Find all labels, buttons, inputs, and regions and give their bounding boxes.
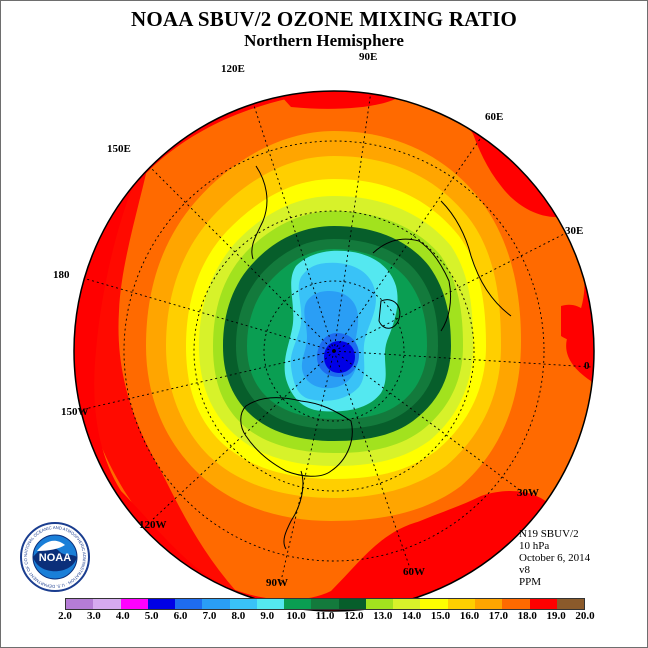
color-swatch-17 xyxy=(529,599,557,609)
version-label: v8 xyxy=(519,564,530,576)
color-swatch-5 xyxy=(202,599,230,609)
color-swatch-16 xyxy=(502,599,530,609)
color-scale-bar xyxy=(65,598,585,610)
instrument-label: N19 SBUV/2 xyxy=(519,528,579,540)
color-swatch-11 xyxy=(365,599,394,609)
lon-label-60w: 60W xyxy=(403,566,425,578)
color-scale-tick: 15.0 xyxy=(430,610,451,622)
logo-text: NOAA xyxy=(39,552,71,564)
color-scale-tick: 7.0 xyxy=(202,610,217,622)
color-swatch-0 xyxy=(66,599,94,609)
color-scale-tick: 16.0 xyxy=(459,610,480,622)
color-scale-tick: 10.0 xyxy=(286,610,306,622)
color-scale-tick: 12.0 xyxy=(344,610,364,622)
data-info-block: N19 SBUV/2 10 hPa October 6, 2014 v8 PPM xyxy=(519,528,590,588)
color-scale-tick: 19.0 xyxy=(546,610,566,622)
color-swatch-13 xyxy=(420,599,448,609)
color-scale-tick: 3.0 xyxy=(87,610,101,622)
lon-label-150w: 150W xyxy=(61,406,89,418)
figure-title: NOAA SBUV/2 OZONE MIXING RATIO xyxy=(131,7,517,31)
noaa-logo: NOAA NATIONAL OCEANIC AND ATMOSPHERIC AD… xyxy=(19,521,90,592)
lat-lon-grid xyxy=(75,91,592,582)
color-scale-tick: 2.0 xyxy=(58,610,72,622)
color-scale-tick: 5.0 xyxy=(144,610,159,622)
pressure-level-label: 10 hPa xyxy=(519,540,550,552)
lon-label-60e: 60E xyxy=(485,111,504,123)
color-swatch-3 xyxy=(147,599,176,609)
color-swatch-8 xyxy=(284,599,312,609)
color-swatch-10 xyxy=(338,599,366,609)
color-scale-tick: 8.0 xyxy=(231,610,246,622)
lon-label-90w: 90W xyxy=(266,577,288,589)
color-scale-tick: 14.0 xyxy=(402,610,422,622)
color-scale-tick: 9.0 xyxy=(260,610,275,622)
color-scale-ticks: 2.0 3.0 4.0 5.0 6.0 7.0 8.0 9.0 10.0 11.0 12.0 13.0… xyxy=(1,610,647,624)
coastlines xyxy=(240,165,512,550)
color-swatch-12 xyxy=(393,599,421,609)
figure-subtitle: Northern Hemisphere xyxy=(244,31,404,50)
color-swatch-1 xyxy=(93,599,121,609)
color-scale-tick: 13.0 xyxy=(373,610,393,622)
date-label: October 6, 2014 xyxy=(519,552,591,564)
color-swatch-4 xyxy=(175,599,203,609)
lon-label-150e: 150E xyxy=(107,143,131,155)
map-boundary xyxy=(73,90,595,612)
ozone-band-19-east xyxy=(561,304,593,342)
color-scale-tick: 17.0 xyxy=(488,610,508,622)
color-swatch-18 xyxy=(556,599,585,609)
color-scale-tick: 4.0 xyxy=(115,610,130,622)
lon-label-0: 0 xyxy=(584,360,590,372)
color-scale-tick: 20.0 xyxy=(575,610,595,622)
color-swatch-7 xyxy=(256,599,285,609)
units-label: PPM xyxy=(519,576,542,588)
lon-label-120e: 120E xyxy=(221,63,245,75)
ozone-band-19-northwest xyxy=(76,151,236,591)
color-swatch-2 xyxy=(120,599,148,609)
lon-label-90e: 90E xyxy=(359,51,378,63)
ozone-band-19-south xyxy=(376,491,556,591)
color-scale-tick: 18.0 xyxy=(517,610,537,622)
color-swatch-6 xyxy=(229,599,257,609)
color-scale-tick: 6.0 xyxy=(173,610,188,622)
color-swatch-15 xyxy=(474,599,503,609)
color-swatch-9 xyxy=(311,599,339,609)
color-swatch-14 xyxy=(447,599,475,609)
lon-label-30w: 30W xyxy=(517,487,539,499)
color-scale-tick: 11.0 xyxy=(315,610,335,622)
lon-label-30e: 30E xyxy=(565,225,584,237)
lon-label-180: 180 xyxy=(53,269,70,281)
ozone-band-5 xyxy=(324,341,355,373)
lon-label-120w: 120W xyxy=(139,519,167,531)
